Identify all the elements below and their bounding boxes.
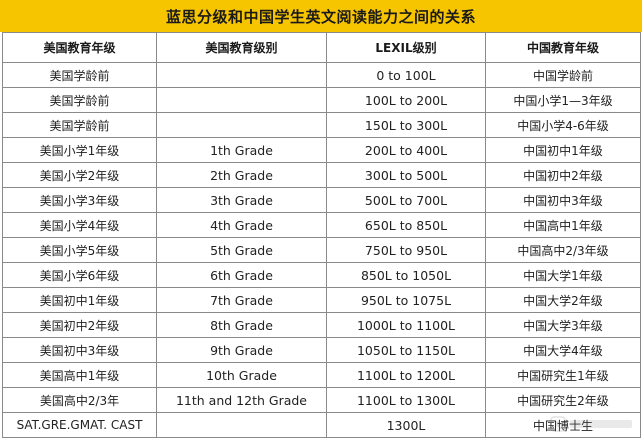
cell-us-level: 11th and 12th Grade: [156, 387, 327, 413]
cell-china-grade: 中国研究生1年级: [485, 362, 641, 388]
cell-us-grade: 美国高中2/3年: [2, 387, 157, 413]
table-row: 美国小学6年级 6th Grade 850L to 1050L 中国大学1年级: [2, 262, 641, 288]
cell-us-level: 5th Grade: [156, 237, 327, 263]
table-row: 美国初中2年级 8th Grade 1000L to 1100L 中国大学3年级: [2, 312, 641, 338]
cell-us-grade: 美国小学5年级: [2, 237, 157, 263]
cell-china-grade: 中国高中1年级: [485, 212, 641, 238]
cell-lexile-level: 150L to 300L: [326, 112, 486, 138]
cell-us-grade: 美国学龄前: [2, 62, 157, 88]
cell-us-grade: 美国学龄前: [2, 87, 157, 113]
cell-china-grade: 中国初中3年级: [485, 187, 641, 213]
table-row: 美国小学1年级 1th Grade 200L to 400L 中国初中1年级: [2, 137, 641, 163]
cell-lexile-level: 850L to 1050L: [326, 262, 486, 288]
cell-us-level: [156, 112, 327, 138]
cell-us-level: 7th Grade: [156, 287, 327, 313]
table-row: 美国小学4年级 4th Grade 650L to 850L 中国高中1年级: [2, 212, 641, 238]
cell-china-grade: 中国博士生: [485, 412, 641, 438]
cell-china-grade: 中国高中2/3年级: [485, 237, 641, 263]
table-row: 美国小学2年级 2th Grade 300L to 500L 中国初中2年级: [2, 162, 641, 188]
cell-china-grade: 中国学龄前: [485, 62, 641, 88]
header-row: 美国教育年级 美国教育级别 LEXIL级别 中国教育年级: [2, 32, 641, 63]
header-us-level: 美国教育级别: [156, 32, 327, 63]
cell-us-level: 1th Grade: [156, 137, 327, 163]
cell-lexile-level: 950L to 1075L: [326, 287, 486, 313]
header-us-grade: 美国教育年级: [2, 32, 157, 63]
cell-us-level: 10th Grade: [156, 362, 327, 388]
table-row: 美国初中3年级 9th Grade 1050L to 1150L 中国大学4年级: [2, 337, 641, 363]
header-china-grade: 中国教育年级: [485, 32, 641, 63]
cell-us-level: [156, 62, 327, 88]
table-row: 美国高中2/3年 11th and 12th Grade 1100L to 1300…: [2, 387, 641, 413]
cell-us-level: 8th Grade: [156, 312, 327, 338]
cell-lexile-level: 1050L to 1150L: [326, 337, 486, 363]
header-lexile-level: LEXIL级别: [326, 32, 486, 63]
cell-lexile-level: 750L to 950L: [326, 237, 486, 263]
table-row: 美国初中1年级 7th Grade 950L to 1075L 中国大学2年级: [2, 287, 641, 313]
cell-china-grade: 中国初中1年级: [485, 137, 641, 163]
cell-us-level: 2th Grade: [156, 162, 327, 188]
cell-lexile-level: 1100L to 1200L: [326, 362, 486, 388]
cell-us-grade: 美国初中3年级: [2, 337, 157, 363]
cell-lexile-level: 100L to 200L: [326, 87, 486, 113]
cell-china-grade: 中国小学4-6年级: [485, 112, 641, 138]
cell-lexile-level: 300L to 500L: [326, 162, 486, 188]
cell-china-grade: 中国大学1年级: [485, 262, 641, 288]
table-row: 美国学龄前 150L to 300L 中国小学4-6年级: [2, 112, 641, 138]
cell-china-grade: 中国研究生2年级: [485, 387, 641, 413]
cell-lexile-level: 200L to 400L: [326, 137, 486, 163]
cell-us-grade: 美国小学6年级: [2, 262, 157, 288]
table-row: 美国高中1年级 10th Grade 1100L to 1200L 中国研究生1年级: [2, 362, 641, 388]
lexile-comparison-table: 美国教育年级 美国教育级别 LEXIL级别 中国教育年级 美国学龄前 0 to 1…: [2, 32, 641, 438]
cell-china-grade: 中国初中2年级: [485, 162, 641, 188]
cell-us-level: 4th Grade: [156, 212, 327, 238]
cell-lexile-level: 1300L: [326, 412, 486, 438]
cell-china-grade: 中国大学4年级: [485, 337, 641, 363]
cell-lexile-level: 650L to 850L: [326, 212, 486, 238]
cell-us-grade: 美国高中1年级: [2, 362, 157, 388]
cell-us-grade: 美国初中2年级: [2, 312, 157, 338]
table-row: 美国学龄前 0 to 100L 中国学龄前: [2, 62, 641, 88]
table-title: 蓝思分级和中国学生英文阅读能力之间的关系: [0, 0, 642, 32]
cell-us-level: [156, 87, 327, 113]
cell-us-level: 6th Grade: [156, 262, 327, 288]
cell-us-level: [156, 412, 327, 438]
cell-us-grade: 美国小学1年级: [2, 137, 157, 163]
cell-us-grade: 美国学龄前: [2, 112, 157, 138]
cell-us-level: 9th Grade: [156, 337, 327, 363]
table-body: 美国学龄前 0 to 100L 中国学龄前 美国学龄前 100L to 200L 中国小学…: [2, 62, 641, 438]
cell-us-grade: 美国小学4年级: [2, 212, 157, 238]
cell-china-grade: 中国大学2年级: [485, 287, 641, 313]
cell-china-grade: 中国大学3年级: [485, 312, 641, 338]
table-row: 美国小学3年级 3th Grade 500L to 700L 中国初中3年级: [2, 187, 641, 213]
cell-lexile-level: 500L to 700L: [326, 187, 486, 213]
cell-us-grade: 美国初中1年级: [2, 287, 157, 313]
cell-lexile-level: 1000L to 1100L: [326, 312, 486, 338]
table-row: 美国学龄前 100L to 200L 中国小学1—3年级: [2, 87, 641, 113]
cell-us-grade: 美国小学3年级: [2, 187, 157, 213]
cell-china-grade: 中国小学1—3年级: [485, 87, 641, 113]
cell-lexile-level: 0 to 100L: [326, 62, 486, 88]
table-row: SAT.GRE.GMAT. CAST 1300L 中国博士生: [2, 412, 641, 438]
cell-us-grade: SAT.GRE.GMAT. CAST: [2, 412, 157, 438]
cell-us-level: 3th Grade: [156, 187, 327, 213]
table-row: 美国小学5年级 5th Grade 750L to 950L 中国高中2/3年级: [2, 237, 641, 263]
cell-lexile-level: 1100L to 1300L: [326, 387, 486, 413]
cell-us-grade: 美国小学2年级: [2, 162, 157, 188]
